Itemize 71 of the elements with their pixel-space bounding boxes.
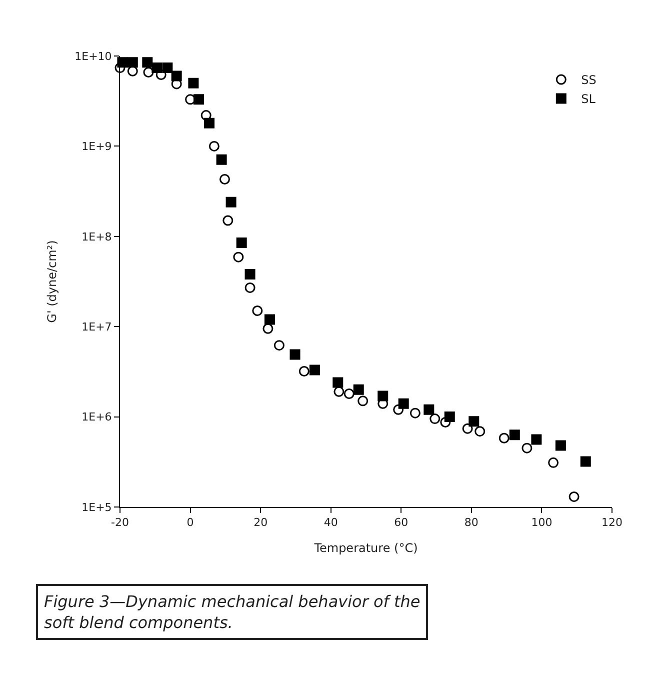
y-tick-label: 1E+5 — [82, 500, 112, 514]
point — [398, 398, 409, 409]
point — [188, 78, 199, 88]
point — [531, 434, 542, 445]
point — [204, 118, 215, 128]
point — [410, 408, 420, 418]
point — [444, 412, 455, 422]
point — [440, 417, 451, 428]
x-tick-label: 80 — [464, 516, 478, 530]
y-tick-label: 1E+9 — [82, 140, 112, 154]
point — [117, 57, 128, 68]
point — [171, 70, 182, 82]
point — [200, 110, 212, 121]
point — [353, 384, 364, 395]
point — [252, 305, 263, 316]
x-tick-label: 100 — [531, 516, 552, 530]
point — [262, 323, 274, 334]
point — [226, 196, 236, 208]
point — [236, 238, 247, 248]
point — [127, 57, 138, 68]
point — [309, 364, 320, 376]
point — [162, 62, 173, 74]
point — [152, 62, 162, 74]
x-tick-label: 0 — [186, 516, 194, 530]
point — [290, 349, 300, 360]
point — [522, 442, 532, 454]
caption: Figure 3—Dynamic mechanical behavior of the soft blend components. — [44, 592, 420, 632]
point — [244, 269, 256, 280]
point — [555, 440, 566, 451]
x-tick-label: 40 — [324, 516, 338, 530]
point — [332, 377, 344, 388]
x-tick-label: 120 — [602, 516, 622, 530]
point — [244, 282, 256, 293]
point — [142, 57, 153, 68]
point — [298, 366, 310, 376]
point — [334, 386, 344, 397]
point — [498, 432, 510, 444]
point — [548, 457, 559, 468]
point — [474, 426, 486, 437]
point — [568, 491, 580, 502]
point — [378, 390, 388, 402]
y-tick-label: 1E+8 — [82, 230, 112, 244]
point — [344, 388, 354, 400]
point — [193, 94, 204, 105]
point — [274, 340, 284, 351]
point — [222, 215, 234, 226]
point — [208, 140, 220, 152]
point — [580, 456, 591, 467]
point — [462, 423, 473, 434]
point — [219, 174, 230, 185]
y-axis-title: G' (dyne/cm²) — [44, 240, 59, 323]
x-tick-label: 20 — [254, 516, 268, 530]
point — [114, 62, 126, 74]
point — [233, 252, 244, 262]
point — [424, 404, 434, 415]
x-tick-label: 60 — [394, 516, 408, 530]
legend-label: SS — [581, 73, 596, 88]
x-tick-label: -20 — [111, 516, 129, 530]
point — [468, 416, 480, 427]
point — [264, 314, 275, 325]
y-tick-label: 1E+7 — [82, 320, 112, 334]
point — [393, 404, 404, 415]
point — [509, 430, 520, 440]
point — [430, 414, 440, 424]
y-tick-label: 1E+10 — [74, 50, 112, 63]
point — [216, 154, 227, 165]
legend-label: SL — [581, 92, 596, 106]
point — [358, 396, 368, 406]
y-tick-label: 1E+6 — [82, 410, 112, 424]
x-axis-title: Temperature (°C) — [313, 541, 418, 556]
point — [143, 67, 154, 78]
